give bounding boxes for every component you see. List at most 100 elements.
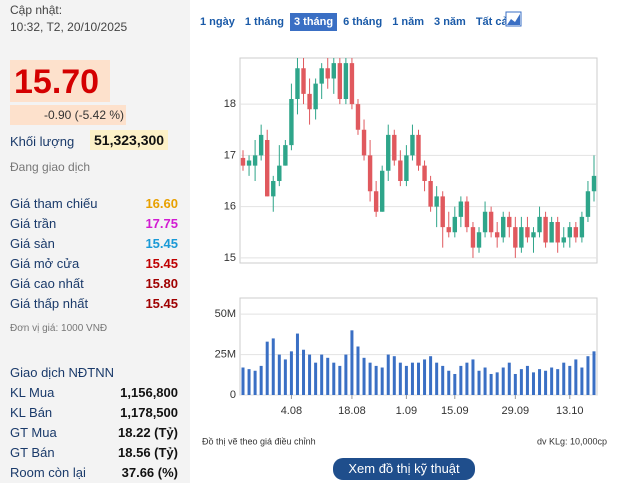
candle-body <box>313 83 318 110</box>
tab[interactable]: 3 năm <box>434 16 466 28</box>
candle-body <box>367 155 373 192</box>
volume-bar <box>568 365 572 395</box>
volume-bar <box>538 369 542 395</box>
tab[interactable]: 1 ngày <box>200 16 235 28</box>
x-tick-label: 15.09 <box>441 405 469 417</box>
candle-body <box>319 68 324 84</box>
candle-body <box>258 134 264 156</box>
stat-value: 15.45 <box>145 236 178 251</box>
candle-body <box>392 134 397 161</box>
x-tick-label: 13.10 <box>556 405 584 417</box>
stat-label: Giá thấp nhất <box>10 296 89 311</box>
volume-bar <box>586 356 590 395</box>
tabs: 1 ngày 1 tháng 3 tháng 6 tháng 1 năm 3 năm Tất… <box>196 12 514 31</box>
unit-note: Đơn vị giá: 1000 VNĐ <box>10 323 108 334</box>
stat-value: 15.45 <box>145 296 178 311</box>
candle-body <box>301 68 306 94</box>
foreign-title: Giao dịch NĐTNN <box>10 365 115 380</box>
technical-chart-button[interactable]: Xem đồ thị kỹ thuật <box>333 458 475 480</box>
foreign-label: GT Bán <box>10 445 55 460</box>
chart: Đồ thị vẽ theo giá điều chỉnh dv KLg: 10… <box>202 11 607 446</box>
stat-row: Giá trần 17.75 <box>10 216 178 231</box>
volume-bar <box>241 367 245 395</box>
volume-bar <box>302 349 306 395</box>
candle-body <box>373 191 379 212</box>
candle-body <box>404 155 409 181</box>
candle-body <box>422 165 427 181</box>
volume-bar <box>495 372 499 395</box>
volume-bar <box>562 362 566 395</box>
volume-bar <box>483 367 487 395</box>
chart-icon[interactable] <box>505 11 522 27</box>
stat-label: Giá tham chiếu <box>10 196 98 211</box>
candle-body <box>246 160 252 166</box>
tab[interactable]: Tất cả <box>475 16 508 28</box>
volume-bar <box>453 373 457 395</box>
stat-label: Giá sàn <box>10 236 55 251</box>
volume-bar <box>441 365 445 395</box>
y-tick-label: 17 <box>224 149 236 161</box>
volume-bar <box>344 354 348 395</box>
tab[interactable]: 3 tháng <box>289 13 338 31</box>
x-tick-label: 4.08 <box>281 405 302 417</box>
candle-body <box>464 201 470 228</box>
footer-note: Đồ thị vẽ theo giá điều chỉnh <box>202 436 316 446</box>
candle-body <box>470 227 476 248</box>
stat-row: Giá mở cửa 15.45 <box>10 256 178 271</box>
candle-body <box>410 134 415 156</box>
volume-bar <box>386 354 390 395</box>
stat-value: 15.80 <box>145 276 178 291</box>
price-change: -0.90 (-5.42 %) <box>10 105 126 125</box>
volume-bar <box>392 356 396 395</box>
tab[interactable]: 1 tháng <box>244 16 284 28</box>
volume-bar <box>507 362 511 395</box>
candle-body <box>277 165 282 181</box>
tab[interactable]: 1 năm <box>392 16 425 28</box>
stat-value: 17.75 <box>145 216 178 231</box>
candle-body <box>265 140 270 197</box>
volume-bar <box>531 372 535 395</box>
candle-body <box>567 227 572 238</box>
candle-body <box>452 216 458 233</box>
candle-body <box>507 216 512 228</box>
candle-body <box>307 93 312 110</box>
candle-body <box>549 222 554 243</box>
volume-bar <box>368 362 372 395</box>
volume-bar <box>320 354 324 395</box>
candle-body <box>361 129 367 156</box>
volume-bar <box>435 362 439 395</box>
x-tick-label: 18.08 <box>338 405 366 417</box>
volume-bar <box>314 362 318 395</box>
volume-bar <box>326 357 330 395</box>
candle-body <box>488 211 494 233</box>
candle-body <box>271 181 276 197</box>
candle-body <box>337 63 343 99</box>
price: 15.70 <box>10 60 110 102</box>
candle-body <box>537 216 542 233</box>
volume-bar <box>295 333 299 395</box>
candle-body <box>579 216 585 238</box>
foreign-label: Room còn lại <box>10 465 86 480</box>
volume-bar <box>550 367 554 395</box>
volume-bar <box>277 354 281 395</box>
volume-bar <box>477 370 481 395</box>
stat-value: 15.45 <box>145 256 178 271</box>
y-tick-label: 15 <box>224 252 236 264</box>
volume-bar <box>247 369 251 395</box>
volume-bar <box>374 365 378 395</box>
candle-body <box>240 157 246 166</box>
candle-body <box>428 181 433 207</box>
updated-label: Cập nhật: <box>10 3 63 17</box>
candle-body <box>325 68 330 79</box>
candle-body <box>458 201 464 217</box>
tab[interactable]: 6 tháng <box>343 16 383 28</box>
foreign-row: Room còn lại 37.66 (%) <box>10 465 178 480</box>
volume-bar <box>574 359 578 395</box>
candle-body <box>543 216 548 243</box>
volume-bar <box>362 357 366 395</box>
volume-bar <box>513 373 517 395</box>
foreign-value: 18.22 (Tỷ) <box>118 425 178 440</box>
status: Đang giao dịch <box>10 160 91 174</box>
y-tick-label: 0 <box>230 389 236 401</box>
candle-body <box>585 191 591 217</box>
